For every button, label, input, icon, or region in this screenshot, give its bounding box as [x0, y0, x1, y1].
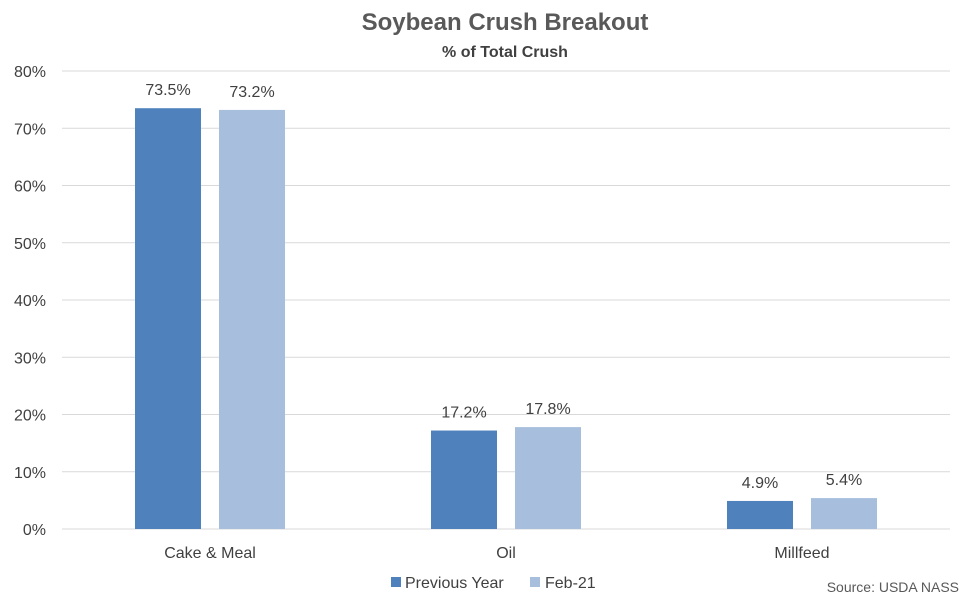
y-tick-label: 60%	[14, 179, 46, 196]
legend-swatch	[530, 577, 540, 587]
bar	[727, 500, 793, 529]
chart-title: Soybean Crush Breakout	[362, 9, 649, 36]
data-label: 73.2%	[229, 84, 274, 101]
bar	[431, 430, 497, 529]
category-label: Oil	[496, 545, 516, 562]
bar	[515, 427, 581, 529]
y-tick-label: 70%	[14, 121, 46, 138]
data-label: 5.4%	[826, 472, 862, 489]
data-label: 73.5%	[145, 82, 190, 99]
y-tick-label: 50%	[14, 236, 46, 253]
bar	[219, 109, 285, 530]
category-labels: Cake & Meal Oil Millfeed	[164, 545, 829, 562]
y-axis-ticks: 0% 10% 20% 30% 40% 50% 60% 70% 80%	[14, 64, 46, 539]
category-label: Cake & Meal	[164, 545, 256, 562]
legend-swatch	[391, 577, 401, 587]
bar	[135, 108, 201, 530]
data-labels: 73.5% 73.2% 17.2% 17.8% 4.9% 5.4%	[145, 82, 862, 492]
data-label: 17.2%	[441, 405, 486, 422]
y-tick-label: 30%	[14, 350, 46, 367]
y-tick-label: 40%	[14, 293, 46, 310]
category-label: Millfeed	[774, 545, 829, 562]
bars	[135, 108, 877, 530]
data-label: 4.9%	[742, 475, 778, 492]
legend-label: Previous Year	[405, 575, 504, 592]
y-tick-label: 80%	[14, 64, 46, 81]
y-tick-label: 20%	[14, 408, 46, 425]
data-label: 17.8%	[525, 401, 570, 418]
y-tick-label: 0%	[23, 522, 46, 539]
chart-subtitle: % of Total Crush	[442, 44, 568, 61]
source-note: Source: USDA NASS	[827, 579, 959, 595]
bar	[811, 498, 877, 529]
legend: Previous Year Feb-21	[391, 575, 596, 592]
gridlines	[62, 70, 950, 530]
legend-label: Feb-21	[545, 575, 596, 592]
y-tick-label: 10%	[14, 465, 46, 482]
